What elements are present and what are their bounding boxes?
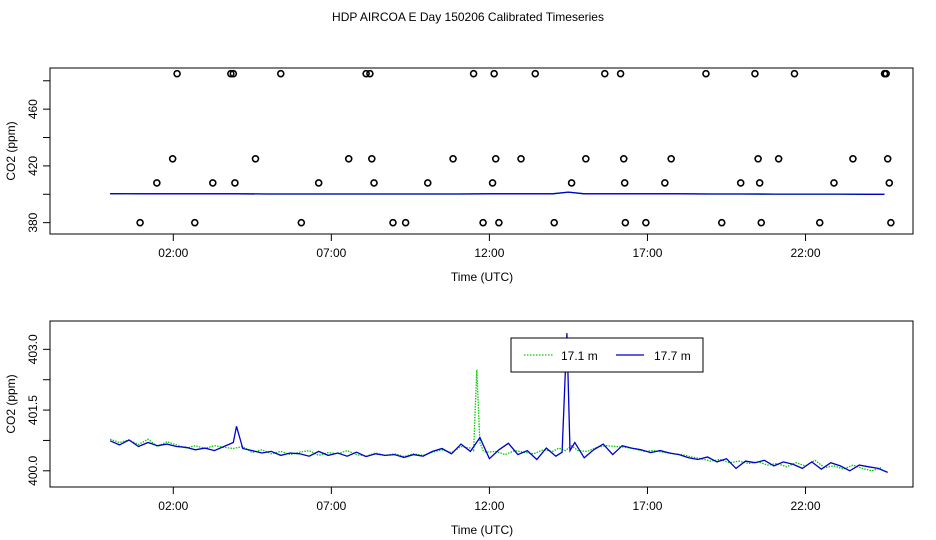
scatter-point <box>362 69 370 78</box>
scatter-point <box>229 69 238 78</box>
scatter-point <box>619 155 628 163</box>
y-tick-label: 420 <box>26 156 40 176</box>
scatter-point <box>550 218 559 227</box>
scatter-point <box>754 155 762 163</box>
chart-title: HDP AIRCOA E Day 150206 Calibrated Times… <box>332 10 604 24</box>
bottom-line-panel: Time (UTC) CO2 (ppm) 02:00 07:00 12:00 17:0… <box>4 320 914 537</box>
y-tick-label: 460 <box>26 99 40 119</box>
scatter-point <box>190 218 199 227</box>
scatter-point <box>600 69 609 78</box>
scatter-point <box>490 69 498 78</box>
scatter-point <box>370 179 378 187</box>
x-tick-label: 02:00 <box>158 246 188 260</box>
series-line-17-1-m <box>109 369 882 472</box>
scatter-point <box>790 69 799 78</box>
y-tick-label: 380 <box>26 212 40 232</box>
legend-label-17-7m: 17.7 m <box>654 349 691 363</box>
scatter-point <box>616 69 625 78</box>
scatter-point <box>885 179 894 187</box>
scatter-point <box>830 179 838 187</box>
top-panel-frame <box>49 67 914 235</box>
scatter-point <box>517 155 525 163</box>
scatter-point <box>774 155 783 163</box>
scatter-point <box>531 69 540 78</box>
scatter-point <box>469 69 478 78</box>
series-line-1 <box>110 191 885 195</box>
legend-label-17-1m: 17.1 m <box>561 349 598 363</box>
scatter-point <box>368 155 376 163</box>
scatter-point <box>168 155 177 163</box>
scatter-point <box>582 155 590 163</box>
scatter-point <box>314 179 323 187</box>
scatter-point <box>642 218 650 227</box>
bottom-y-axis-label: CO2 (ppm) <box>4 374 18 433</box>
scatter-point <box>495 218 503 227</box>
scatter-point <box>488 179 497 187</box>
y-tick-label: 403.0 <box>26 334 40 364</box>
scatter-point <box>479 218 487 227</box>
scatter-point <box>883 155 892 163</box>
bottom-x-axis-label: Time (UTC) <box>451 523 513 537</box>
scatter-point <box>887 218 895 227</box>
scatter-point <box>751 69 759 78</box>
scatter-point <box>491 155 500 163</box>
scatter-point <box>153 179 161 187</box>
bottom-panel-frame <box>49 320 914 488</box>
scatter-point <box>882 69 890 78</box>
scatter-point <box>209 179 217 187</box>
scatter-point <box>757 218 766 227</box>
scatter-point <box>423 179 432 187</box>
scatter-point <box>661 179 669 187</box>
scatter-point <box>567 179 576 187</box>
scatter-point <box>136 218 144 227</box>
scatter-point <box>736 179 745 187</box>
series-line-17-7-m <box>109 333 888 473</box>
scatter-point <box>702 69 710 78</box>
x-tick-label: 22:00 <box>791 246 821 260</box>
x-tick-label: 12:00 <box>474 499 504 513</box>
scatter-point <box>276 69 285 78</box>
x-tick-label: 07:00 <box>316 246 346 260</box>
scatter-point <box>227 69 235 78</box>
scatter-point <box>815 218 824 227</box>
top-x-axis-label: Time (UTC) <box>451 270 513 284</box>
top-y-axis-label: CO2 (ppm) <box>4 121 18 180</box>
scatter-point <box>401 218 410 227</box>
scatter-point <box>620 179 629 187</box>
scatter-point <box>449 155 457 163</box>
y-tick-label: 400.0 <box>26 455 40 485</box>
x-tick-label: 22:00 <box>791 499 821 513</box>
scatter-point <box>344 155 353 163</box>
x-tick-label: 17:00 <box>632 499 662 513</box>
scatter-point <box>251 155 260 163</box>
scatter-point <box>755 179 764 187</box>
x-tick-label: 12:00 <box>474 246 504 260</box>
y-tick-label: 401.5 <box>26 395 40 425</box>
x-tick-label: 02:00 <box>158 499 188 513</box>
scatter-point <box>621 218 630 227</box>
scatter-point <box>849 155 857 163</box>
x-tick-label: 17:00 <box>632 246 662 260</box>
scatter-point <box>173 69 181 78</box>
scatter-point <box>717 218 726 227</box>
scatter-point <box>231 179 239 187</box>
scatter-point <box>297 218 306 227</box>
scatter-point <box>389 218 397 227</box>
legend: 17.1 m 17.7 m <box>510 337 704 373</box>
top-scatter-panel: Time (UTC) CO2 (ppm) 02:00 07:00 12:00 17:0… <box>4 67 914 284</box>
scatter-point <box>667 155 675 163</box>
scatter-point <box>366 69 374 78</box>
x-tick-label: 07:00 <box>316 499 346 513</box>
